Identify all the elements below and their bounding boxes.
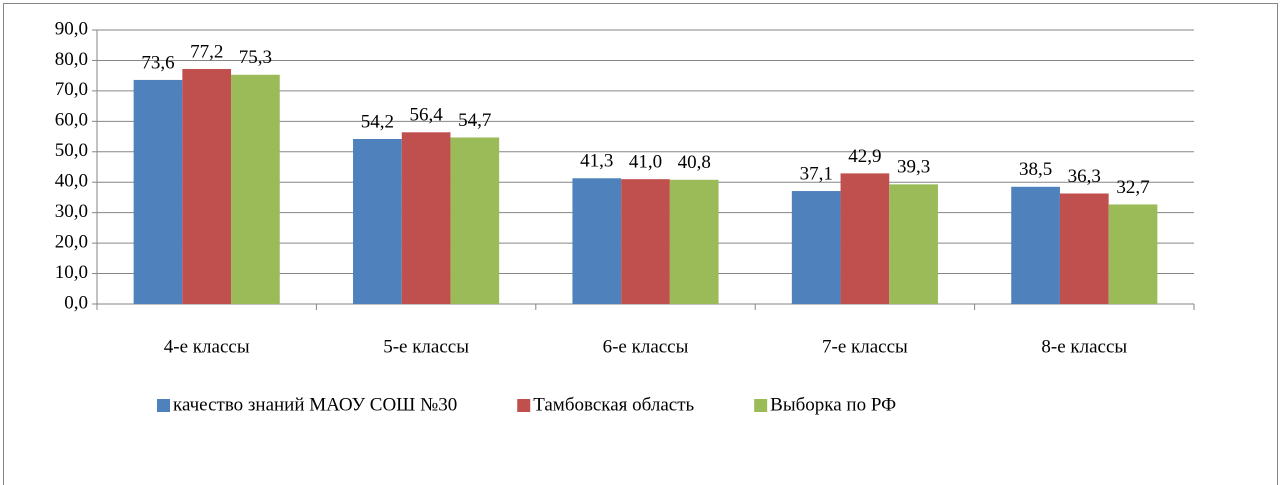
legend-label: Тамбовская область [533,394,694,415]
y-tick-label: 0,0 [64,292,88,313]
bar [621,179,670,304]
bar [1059,193,1109,304]
data-label: 75,3 [239,47,272,68]
data-label: 73,6 [141,52,174,73]
data-label: 56,4 [409,105,443,126]
bar [450,137,500,304]
chart-border [3,3,1278,485]
y-tick-label: 70,0 [55,79,88,100]
bar [572,178,622,304]
data-label: 54,7 [458,110,491,131]
data-label: 41,0 [629,152,662,173]
data-label: 42,9 [848,146,881,167]
x-tick-label: 5-е классы [383,336,469,357]
data-label: 36,3 [1068,166,1101,187]
legend-label: Выборка по РФ [770,394,896,415]
data-label: 39,3 [897,157,930,178]
bar [401,132,451,304]
x-tick-label: 7-е классы [822,336,908,357]
legend-swatch [157,399,170,412]
bar [840,173,890,304]
bar [133,79,183,304]
x-tick-label: 6-е классы [603,336,689,357]
x-tick-label: 8-е классы [1041,336,1127,357]
legend-swatch [754,399,768,412]
y-tick-label: 30,0 [55,201,88,222]
y-tick-label: 90,0 [55,18,88,39]
bar [353,138,402,304]
y-tick-label: 80,0 [55,49,88,70]
y-tick-label: 10,0 [55,262,88,283]
legend-label: качество знаний МАОУ СОШ №30 [173,394,457,415]
y-tick-label: 20,0 [55,231,88,252]
legend-swatch [517,399,531,412]
x-tick-label: 4-е классы [164,336,250,357]
data-label: 32,7 [1116,177,1149,198]
bar [669,179,719,304]
data-label: 41,3 [580,151,613,172]
data-label: 77,2 [190,41,223,62]
bar [889,184,938,304]
y-tick-label: 50,0 [55,140,88,161]
data-label: 37,1 [800,163,833,184]
bar [231,74,280,305]
bar [1108,204,1158,304]
bar [791,191,841,304]
y-tick-label: 60,0 [55,110,88,131]
bar [1011,186,1060,304]
y-tick-label: 40,0 [55,171,88,192]
data-label: 40,8 [678,152,711,173]
data-label: 54,2 [361,111,394,132]
data-label: 38,5 [1019,159,1052,180]
bar [182,68,232,304]
